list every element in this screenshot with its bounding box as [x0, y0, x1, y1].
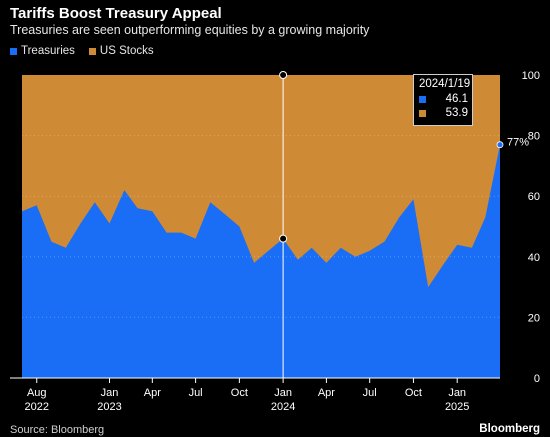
y-tick-label: 60 — [528, 191, 540, 203]
legend-swatch-stocks — [88, 47, 96, 55]
hover-tooltip: 2024/1/19 46.1 53.9 — [413, 74, 473, 126]
legend-swatch-treasuries — [10, 47, 17, 55]
tooltip-value-stocks: 53.9 — [445, 107, 468, 119]
tooltip-value-treasuries: 46.1 — [445, 93, 468, 105]
x-tick-year-label: 2022 — [25, 401, 49, 413]
tooltip-date: 2024/1/19 — [419, 78, 471, 90]
end-point-label: 77% — [507, 137, 529, 149]
x-tick-label: Aug — [27, 387, 47, 399]
x-tick-label: Apr — [318, 387, 335, 399]
y-tick-label: 0 — [534, 373, 540, 385]
x-tick-label: Apr — [144, 387, 161, 399]
y-tick-label: 80 — [528, 131, 540, 143]
tooltip-swatch-stocks — [419, 109, 426, 117]
x-tick-label: Jan — [274, 387, 292, 399]
x-tick-label: Jul — [189, 387, 203, 399]
y-tick-label: 20 — [528, 312, 540, 324]
x-tick-label: Jan — [448, 387, 466, 399]
y-tick-label: 40 — [528, 252, 540, 264]
x-tick-year-label: 2023 — [97, 401, 121, 413]
legend-label-treasuries: Treasuries — [21, 45, 75, 57]
legend: Treasuries US Stocks — [10, 45, 154, 57]
legend-item-stocks[interactable]: US Stocks — [88, 45, 154, 57]
x-tick-label: Oct — [231, 387, 248, 399]
tooltip-swatch-treasuries — [419, 95, 426, 103]
chart-title: Tariffs Boost Treasury Appeal — [10, 5, 222, 22]
y-tick-label: 100 — [522, 70, 540, 82]
x-tick-label: Jan — [101, 387, 119, 399]
legend-label-stocks: US Stocks — [99, 45, 154, 57]
area-treasuries — [22, 144, 500, 378]
x-tick-year-label: 2024 — [271, 401, 295, 413]
x-tick-label: Jul — [363, 387, 377, 399]
brand-logo: Bloomberg — [479, 423, 540, 435]
legend-item-treasuries[interactable]: Treasuries — [10, 45, 75, 57]
x-tick-year-label: 2025 — [445, 401, 469, 413]
chart-subtitle: Treasuries are seen outperforming equiti… — [10, 23, 370, 37]
source-note: Source: Bloomberg — [10, 424, 105, 436]
crosshair-point-marker — [279, 234, 288, 243]
tooltip-row-treasuries: 46.1 — [419, 93, 468, 105]
tooltip-row-stocks: 53.9 — [419, 107, 468, 119]
crosshair-top-marker — [279, 71, 288, 79]
end-point-marker — [496, 141, 504, 149]
x-tick-label: Oct — [405, 387, 422, 399]
